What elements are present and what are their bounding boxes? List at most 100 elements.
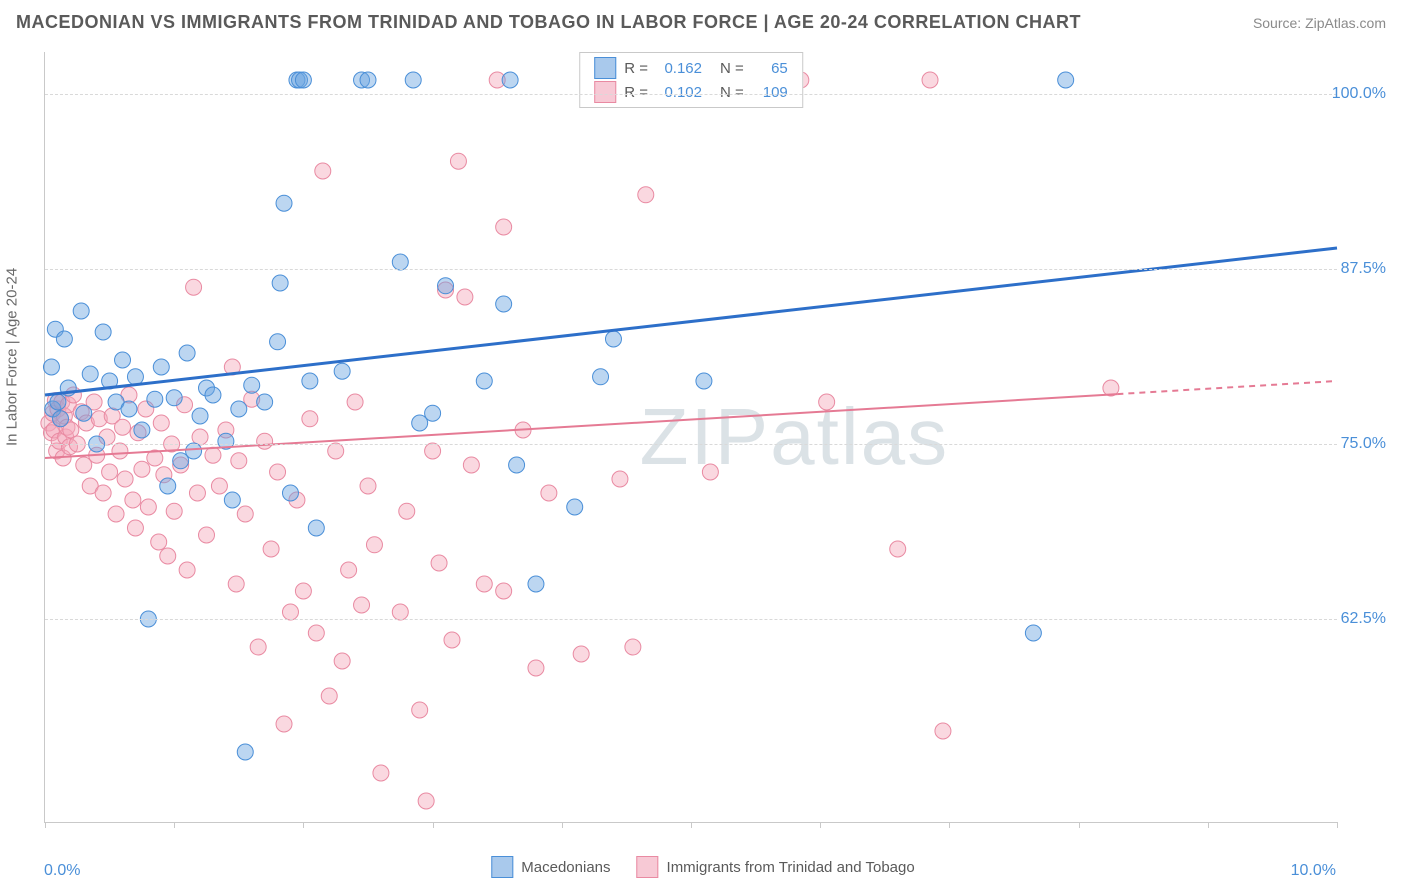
data-point (696, 373, 712, 389)
data-point (308, 625, 324, 641)
data-point (250, 639, 266, 655)
data-point (605, 331, 621, 347)
data-point (496, 583, 512, 599)
legend-correlation: R = 0.162 N = 65 R = 0.102 N = 109 (579, 52, 803, 108)
trend-line-dashed (1117, 381, 1337, 394)
data-point (270, 464, 286, 480)
data-point (160, 548, 176, 564)
data-point (257, 394, 273, 410)
data-point (302, 411, 318, 427)
data-point (263, 541, 279, 557)
data-point (112, 443, 128, 459)
data-point (115, 352, 131, 368)
data-point (509, 457, 525, 473)
data-point (76, 405, 92, 421)
gridline (45, 269, 1337, 270)
data-point (399, 503, 415, 519)
legend-n-value: 109 (752, 84, 788, 101)
legend-n-label: N = (720, 60, 744, 77)
x-tick (303, 822, 304, 828)
x-axis-min-label: 0.0% (44, 862, 80, 880)
data-point (231, 453, 247, 469)
data-point (134, 461, 150, 477)
legend-swatch (637, 856, 659, 878)
data-point (890, 541, 906, 557)
y-tick-label: 75.0% (1341, 435, 1386, 453)
data-point (418, 793, 434, 809)
trend-line (45, 394, 1117, 458)
data-point (354, 597, 370, 613)
data-point (56, 331, 72, 347)
legend-label: Macedonians (521, 859, 610, 876)
data-point (231, 401, 247, 417)
legend-r-value: 0.102 (656, 84, 702, 101)
data-point (199, 527, 215, 543)
data-point (192, 408, 208, 424)
data-point (117, 471, 133, 487)
data-point (244, 377, 260, 393)
data-point (166, 503, 182, 519)
header: MACEDONIAN VS IMMIGRANTS FROM TRINIDAD A… (0, 0, 1406, 41)
data-point (125, 492, 141, 508)
legend-swatch (594, 81, 616, 103)
legend-n-label: N = (720, 84, 744, 101)
legend-series: Macedonians Immigrants from Trinidad and… (491, 856, 914, 878)
scatter-plot (45, 52, 1337, 822)
data-point (257, 433, 273, 449)
data-point (438, 278, 454, 294)
data-point (50, 394, 66, 410)
x-tick (45, 822, 46, 828)
gridline (45, 619, 1337, 620)
data-point (147, 391, 163, 407)
legend-r-value: 0.162 (656, 60, 702, 77)
data-point (373, 765, 389, 781)
data-point (73, 303, 89, 319)
data-point (360, 478, 376, 494)
data-point (625, 639, 641, 655)
x-tick (1208, 822, 1209, 828)
data-point (211, 478, 227, 494)
data-point (115, 419, 131, 435)
data-point (444, 632, 460, 648)
data-point (295, 583, 311, 599)
x-tick (1079, 822, 1080, 828)
data-point (276, 195, 292, 211)
data-point (360, 72, 376, 88)
data-point (272, 275, 288, 291)
legend-swatch (594, 57, 616, 79)
data-point (179, 345, 195, 361)
x-tick (949, 822, 950, 828)
data-point (179, 562, 195, 578)
data-point (819, 394, 835, 410)
data-point (276, 716, 292, 732)
x-tick (1337, 822, 1338, 828)
data-point (308, 520, 324, 536)
y-tick-label: 87.5% (1341, 260, 1386, 278)
data-point (140, 499, 156, 515)
data-point (295, 72, 311, 88)
legend-n-value: 65 (752, 60, 788, 77)
x-tick (820, 822, 821, 828)
data-point (153, 415, 169, 431)
data-point (53, 411, 69, 427)
source-label: Source: ZipAtlas.com (1253, 15, 1386, 31)
data-point (496, 296, 512, 312)
data-point (127, 369, 143, 385)
data-point (282, 604, 298, 620)
data-point (392, 254, 408, 270)
x-tick (174, 822, 175, 828)
data-point (328, 443, 344, 459)
data-point (496, 219, 512, 235)
data-point (405, 72, 421, 88)
data-point (412, 702, 428, 718)
data-point (334, 653, 350, 669)
data-point (127, 520, 143, 536)
data-point (528, 660, 544, 676)
legend-row: R = 0.102 N = 109 (594, 81, 788, 103)
data-point (593, 369, 609, 385)
gridline (45, 94, 1337, 95)
data-point (205, 387, 221, 403)
x-axis-max-label: 10.0% (1291, 862, 1336, 880)
data-point (108, 506, 124, 522)
data-point (922, 72, 938, 88)
